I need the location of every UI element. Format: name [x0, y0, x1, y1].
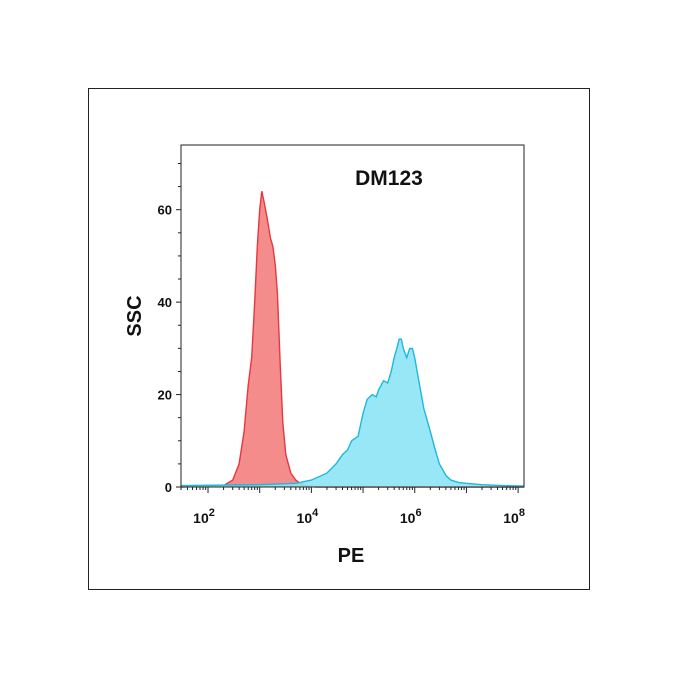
chart-title: DM123 — [355, 167, 423, 190]
x-tick-label: 102 — [193, 507, 215, 526]
series-2-line — [180, 338, 525, 487]
y-tick-label: 60 — [158, 203, 172, 218]
tick-layer: 0 20 40 60 102 104 106 108 — [158, 162, 525, 526]
flow-histogram-chart: 0 20 40 60 102 104 106 108 DM123 PE SSC — [124, 144, 525, 567]
x-tick-label: 108 — [503, 507, 525, 526]
series-2-area — [181, 339, 524, 487]
y-axis-label: SSC — [124, 295, 146, 336]
x-tick-label: 106 — [400, 507, 422, 526]
series-layer — [180, 191, 525, 488]
plot-area-border — [180, 144, 525, 488]
x-axis-label: PE — [338, 545, 365, 567]
x-tick-label: 104 — [297, 507, 320, 526]
figure-frame: 0 20 40 60 102 104 106 108 DM123 PE SSC — [88, 88, 590, 590]
series-1-area — [181, 191, 524, 487]
y-tick-label: 40 — [158, 295, 172, 310]
y-tick-label: 20 — [158, 388, 172, 403]
y-tick-label: 0 — [165, 480, 172, 495]
